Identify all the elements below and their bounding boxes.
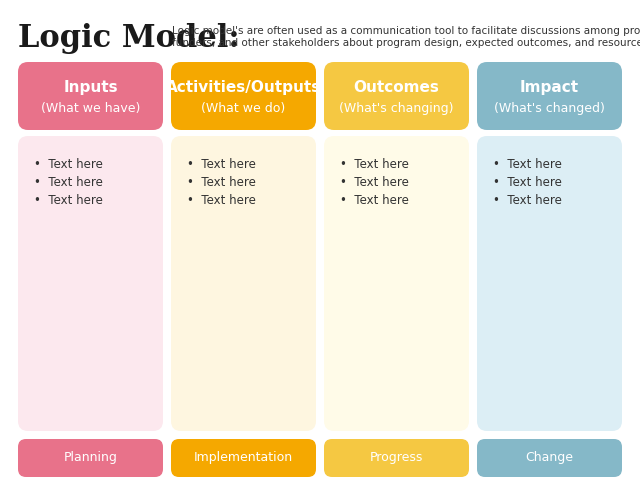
Text: •  Text here: • Text here (34, 176, 103, 189)
FancyBboxPatch shape (18, 439, 163, 477)
Text: •  Text here: • Text here (493, 158, 562, 171)
FancyBboxPatch shape (171, 62, 316, 130)
Text: Impact: Impact (520, 80, 579, 96)
Text: •  Text here: • Text here (340, 176, 409, 189)
Text: Implementation: Implementation (194, 451, 293, 464)
Text: Logic Model:: Logic Model: (18, 22, 239, 53)
Text: Progress: Progress (370, 451, 423, 464)
Text: •  Text here: • Text here (340, 194, 409, 207)
Text: •  Text here: • Text here (493, 176, 562, 189)
Text: Change: Change (525, 451, 573, 464)
Text: Outcomes: Outcomes (353, 80, 440, 96)
FancyBboxPatch shape (18, 62, 163, 130)
Text: Logic model's are often used as a communication tool to facilitate discussions a: Logic model's are often used as a commun… (172, 26, 640, 36)
FancyBboxPatch shape (477, 439, 622, 477)
Text: •  Text here: • Text here (187, 158, 256, 171)
Text: funders, and other stakeholders about program design, expected outcomes, and res: funders, and other stakeholders about pr… (172, 38, 640, 48)
Text: (What we have): (What we have) (41, 102, 140, 115)
FancyBboxPatch shape (171, 136, 316, 431)
FancyBboxPatch shape (324, 439, 469, 477)
FancyBboxPatch shape (477, 136, 622, 431)
FancyBboxPatch shape (324, 136, 469, 431)
Text: (What we do): (What we do) (202, 102, 285, 115)
Text: •  Text here: • Text here (187, 194, 256, 207)
Text: •  Text here: • Text here (340, 158, 409, 171)
FancyBboxPatch shape (324, 62, 469, 130)
Text: •  Text here: • Text here (493, 194, 562, 207)
Text: Planning: Planning (63, 451, 117, 464)
Text: (What's changing): (What's changing) (339, 102, 454, 115)
FancyBboxPatch shape (477, 62, 622, 130)
FancyBboxPatch shape (171, 439, 316, 477)
FancyBboxPatch shape (18, 136, 163, 431)
Text: •  Text here: • Text here (34, 158, 103, 171)
Text: Inputs: Inputs (63, 80, 118, 96)
Text: (What's changed): (What's changed) (494, 102, 605, 115)
Text: •  Text here: • Text here (34, 194, 103, 207)
Text: Activities/Outputs: Activities/Outputs (166, 80, 321, 96)
Text: •  Text here: • Text here (187, 176, 256, 189)
